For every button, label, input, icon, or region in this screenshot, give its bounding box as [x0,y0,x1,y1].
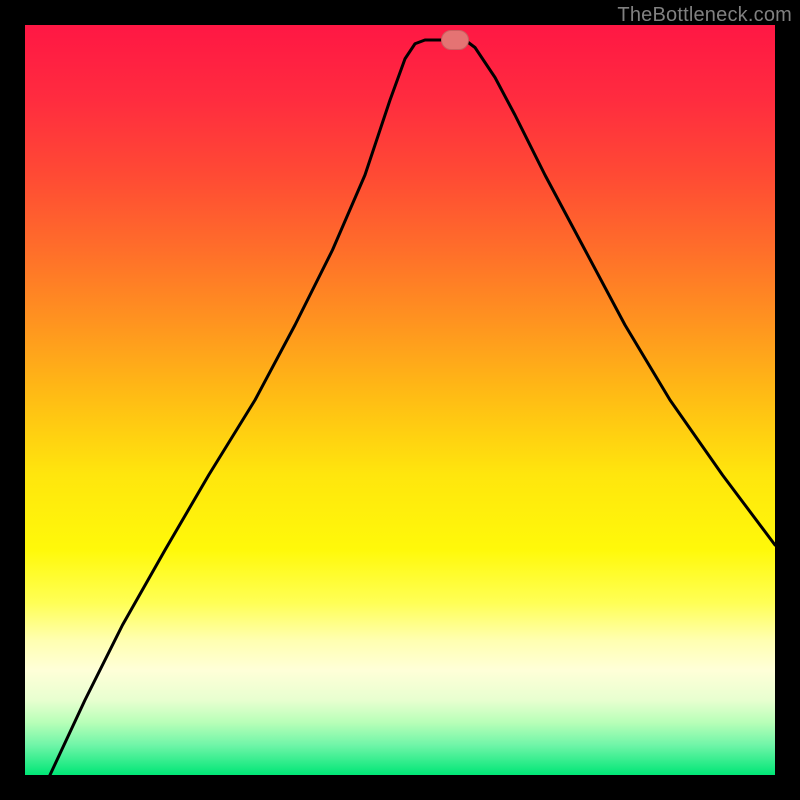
bottleneck-curve [50,40,775,775]
optimum-marker [441,30,469,50]
chart-frame: TheBottleneck.com [0,0,800,800]
watermark-text: TheBottleneck.com [617,4,792,27]
curve-overlay [0,0,800,800]
